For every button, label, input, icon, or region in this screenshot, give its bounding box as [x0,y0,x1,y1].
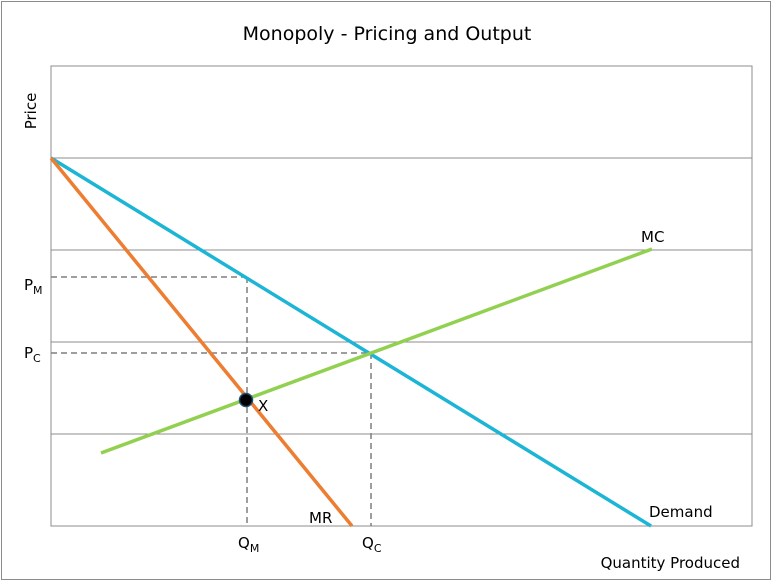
demand-label: Demand [649,503,713,521]
pc-letter: P [24,344,33,362]
mr-label: MR [309,509,332,527]
pm-label: PM [24,276,43,297]
qm-sub: M [250,542,260,555]
qc-letter: Q [362,534,374,552]
demand-curve [50,156,652,528]
pm-sub: M [33,284,43,297]
qc-sub: C [374,542,382,555]
pc-sub: C [33,352,41,365]
pc-label: PC [24,344,41,365]
y-axis-label: Price [22,93,40,130]
mc-label: MC [641,228,664,246]
qm-letter: Q [238,534,250,552]
qm-label: QM [238,534,259,555]
mc-curve [100,247,653,455]
plot-area [50,65,753,527]
pm-letter: P [24,276,33,294]
point-x [238,392,254,408]
point-label: X [258,397,268,415]
mr-curve [49,156,354,528]
title: Monopoly - Pricing and Output [243,23,532,45]
qc-label: QC [362,534,382,555]
x-axis-label: Quantity Produced [601,554,740,572]
